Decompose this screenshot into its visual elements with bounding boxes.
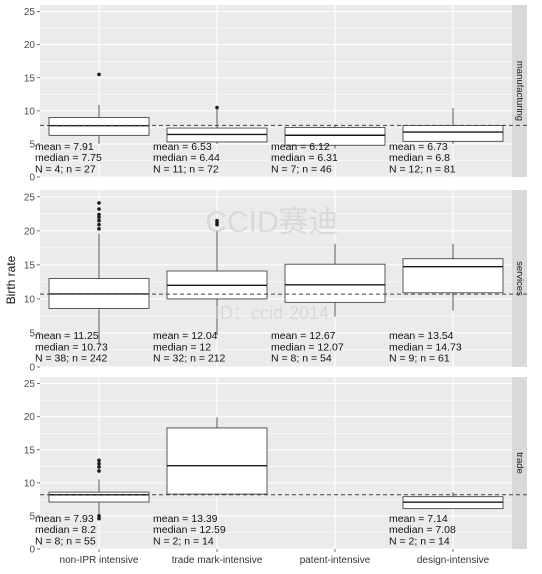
box-annotation: median = 6.44	[153, 152, 220, 164]
box	[402, 258, 504, 294]
y-tick-label: 0	[29, 545, 35, 556]
box-annotation: mean = 13.39	[153, 513, 218, 525]
y-tick-label: 10	[24, 106, 36, 117]
box	[284, 263, 386, 303]
box-annotation: N = 32; n = 212	[153, 352, 226, 364]
box-annotation: median = 12.07	[271, 341, 344, 353]
y-axis-title: Birth rate	[4, 255, 18, 304]
panel-background-trade	[40, 377, 512, 549]
y-tick-label: 15	[24, 73, 36, 84]
outlier-point	[215, 218, 219, 223]
outlier-point	[97, 465, 101, 469]
box-annotation: N = 12; n = 81	[389, 163, 456, 175]
y-tick-label: 0	[29, 173, 35, 184]
outlier-point	[97, 461, 101, 466]
facet-strip-manufacturing	[512, 5, 527, 177]
outlier-point	[97, 201, 101, 205]
y-tick-label: 20	[24, 40, 36, 51]
panel-background-manufacturing	[40, 5, 512, 177]
box-annotation: N = 11; n = 72	[153, 163, 219, 175]
outlier-point	[97, 458, 101, 463]
box-annotation: mean = 6.12	[271, 141, 330, 153]
box	[284, 126, 386, 146]
box-annotation: N = 2; n = 14	[389, 535, 450, 547]
outlier-point	[97, 218, 101, 223]
facet-strip-label: trade	[514, 452, 525, 474]
box-annotation: median = 10.73	[35, 341, 108, 353]
x-tick-label: trade mark-intensive	[172, 555, 263, 566]
y-tick-label: 25	[24, 192, 36, 203]
box-annotation: mean = 6.73	[389, 141, 448, 153]
outlier-point	[97, 469, 101, 473]
outlier-point	[97, 207, 101, 211]
box-annotation: mean = 11.25	[35, 330, 99, 342]
y-tick-label: 20	[24, 412, 36, 423]
box-annotation: N = 9; n = 61	[389, 352, 450, 364]
box-annotation: median = 6.31	[271, 152, 338, 164]
box-annotation: N = 8; n = 54	[271, 352, 332, 364]
facet-strip-services	[512, 190, 527, 367]
outlier-point	[97, 215, 101, 220]
y-tick-label: 0	[29, 363, 35, 374]
box-annotation: mean = 7.14	[389, 513, 448, 525]
box-annotation: mean = 7.91	[35, 141, 94, 153]
facet-strip-label: services	[514, 261, 525, 296]
outlier-point	[97, 212, 101, 217]
x-tick-label: non-IPR intensive	[60, 555, 139, 566]
box-annotation: N = 2; n = 14	[153, 535, 214, 547]
box-annotation: N = 38; n = 242	[35, 352, 108, 364]
box-annotation: median = 12	[153, 341, 211, 353]
box-annotation: median = 12.59	[153, 524, 226, 536]
box-annotation: median = 7.08	[389, 524, 456, 536]
y-tick-label: 15	[24, 260, 36, 271]
y-tick-label: 10	[24, 478, 36, 489]
facet-strip-label: manufacturing	[514, 61, 525, 121]
x-tick-label: patent-intensive	[300, 555, 371, 566]
y-tick-label: 5	[29, 328, 35, 339]
y-tick-label: 5	[29, 511, 35, 522]
outlier-point	[97, 72, 101, 77]
outlier-point	[97, 222, 101, 227]
box-annotation: median = 14.73	[389, 341, 462, 353]
box-annotation: mean = 13.54	[389, 330, 454, 342]
box	[166, 427, 268, 495]
y-tick-label: 25	[24, 379, 36, 390]
y-tick-label: 15	[24, 445, 36, 456]
y-tick-label: 10	[24, 294, 36, 305]
box	[48, 491, 150, 503]
box	[402, 125, 504, 142]
watermark-text: CCID赛迪	[205, 206, 338, 239]
box-annotation: mean = 12.04	[153, 330, 218, 342]
outlier-point	[215, 105, 219, 110]
box-annotation: N = 4; n = 27	[35, 163, 96, 175]
outlier-point	[97, 227, 101, 231]
facet-strip-trade	[512, 377, 527, 549]
box-annotation: mean = 7.93	[35, 513, 94, 525]
box-annotation: N = 8; n = 55	[35, 535, 96, 547]
x-tick-label: design-intensive	[417, 555, 490, 566]
y-tick-label: 5	[29, 139, 35, 150]
box-annotation: N = 7; n = 46	[271, 163, 332, 175]
box-annotation: mean = 6.53	[153, 141, 212, 153]
y-tick-label: 20	[24, 226, 36, 237]
outlier-point	[97, 516, 101, 521]
box-annotation: median = 7.75	[35, 152, 102, 164]
box-annotation: median = 6.8	[389, 152, 450, 164]
watermark-text: ID：ccid-2014	[215, 303, 329, 323]
box-annotation: median = 8.2	[35, 524, 96, 536]
y-tick-label: 25	[24, 7, 36, 18]
box-annotation: mean = 12.67	[271, 330, 336, 342]
outlier-point	[97, 514, 101, 518]
